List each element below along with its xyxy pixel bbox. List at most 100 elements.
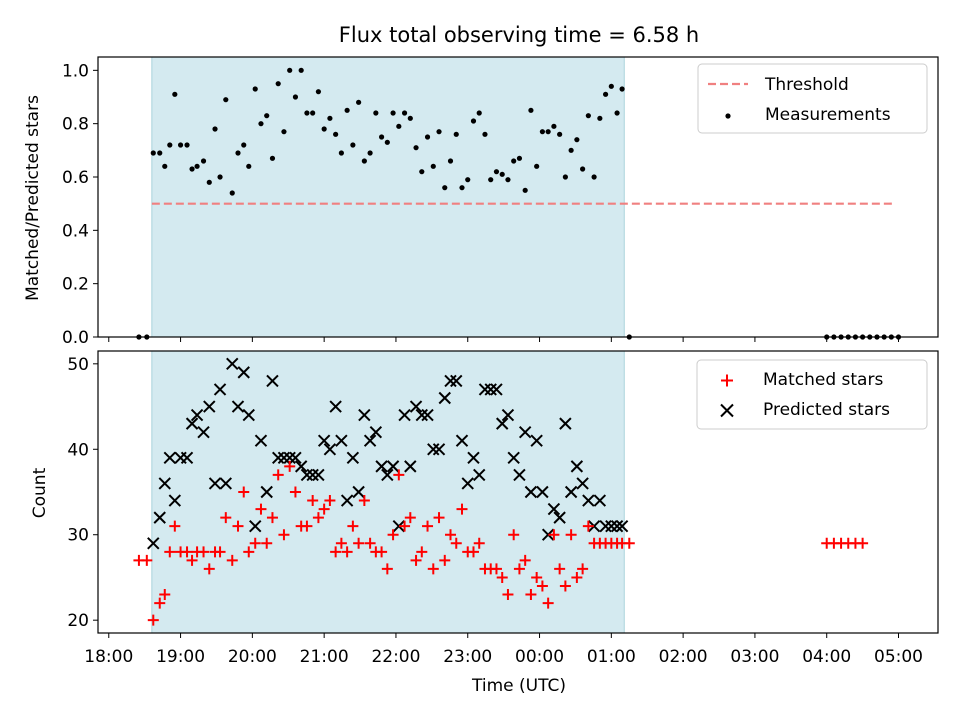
measurement-point [448, 158, 453, 163]
matched-star-point [141, 555, 152, 566]
measurement-point [276, 81, 281, 86]
measurement-point [356, 100, 361, 105]
measurement-point [212, 126, 217, 131]
measurement-point [471, 118, 476, 123]
measurement-point [281, 129, 286, 134]
x-axis-label: Time (UTC) [471, 676, 566, 696]
measurement-point [230, 190, 235, 195]
measurement-point [517, 156, 522, 161]
measurement-point [465, 177, 470, 182]
measurement-point [157, 150, 162, 155]
measurement-point [322, 126, 327, 131]
measurement-point [235, 150, 240, 155]
measurement-point [246, 164, 251, 169]
x-tick-label: 19:00 [156, 647, 205, 667]
measurement-point [505, 177, 510, 182]
measurement-point [425, 134, 430, 139]
chart-title: Flux total observing time = 6.58 h [339, 23, 699, 47]
measurement-point [167, 142, 172, 147]
measurement-point [264, 113, 269, 118]
measurement-point [207, 180, 212, 185]
measurement-point [551, 124, 556, 129]
measurement-point [201, 158, 206, 163]
measurement-point [270, 156, 275, 161]
measurement-point [304, 110, 309, 115]
measurement-point [241, 142, 246, 147]
y-tick-label: 0.0 [62, 328, 89, 348]
measurement-point [511, 158, 516, 163]
measurement-point [592, 174, 597, 179]
x-tick-label: 20:00 [228, 647, 277, 667]
measurement-point [557, 132, 562, 137]
measurement-point [362, 158, 367, 163]
measurement-point [172, 92, 177, 97]
y-tick-label: 0.4 [62, 221, 89, 241]
measurement-point [402, 110, 407, 115]
measurement-point [327, 116, 332, 121]
top-y-axis-label: Matched/Predicted stars [23, 95, 43, 301]
measurement-point [223, 97, 228, 102]
measurement-point [333, 132, 338, 137]
measurement-point [379, 134, 384, 139]
x-tick-label: 00:00 [515, 647, 564, 667]
measurement-point [339, 150, 344, 155]
bottom-legend: Matched stars Predicted stars [697, 360, 927, 429]
measurement-point [488, 177, 493, 182]
legend-matched-label: Matched stars [763, 370, 883, 390]
matched-star-point [624, 538, 635, 549]
measurement-point [310, 110, 315, 115]
observing-window-span [152, 57, 624, 337]
measurement-point [442, 185, 447, 190]
measurement-point [258, 121, 263, 126]
chart-figure: Flux total observing time = 6.58 h 0.0 0.… [0, 0, 960, 720]
measurement-point [494, 169, 499, 174]
x-tick-label: 23:00 [443, 647, 492, 667]
bottom-y-axis-label: Count [30, 467, 50, 518]
measurement-point [385, 140, 390, 145]
measurement-point [189, 166, 194, 171]
measurement-point [580, 166, 585, 171]
measurement-point [217, 174, 222, 179]
measurement-point [574, 137, 579, 142]
measurement-point [316, 89, 321, 94]
measurement-point [368, 150, 373, 155]
x-tick-label: 18:00 [84, 647, 133, 667]
measurement-point [413, 145, 418, 150]
measurement-point [540, 129, 545, 134]
legend-threshold-label: Threshold [764, 75, 849, 95]
measurement-point [253, 86, 258, 91]
x-tick-label: 03:00 [730, 647, 779, 667]
x-tick-label: 04:00 [802, 647, 851, 667]
measurement-point [534, 164, 539, 169]
legend-measurements-label: Measurements [765, 105, 891, 125]
measurement-point [345, 108, 350, 113]
measurement-point [482, 132, 487, 137]
measurement-point [523, 188, 528, 193]
y-tick-label: 0.8 [62, 115, 89, 135]
measurement-point [620, 86, 625, 91]
measurement-point [500, 172, 505, 177]
y-tick-label: 20 [67, 611, 89, 631]
measurement-point [299, 68, 304, 73]
measurement-point [454, 132, 459, 137]
measurement-point [586, 113, 591, 118]
measurement-point [178, 142, 183, 147]
measurement-point [609, 84, 614, 89]
measurement-point [419, 169, 424, 174]
measurement-point [396, 124, 401, 129]
measurement-point [528, 108, 533, 113]
y-tick-label: 30 [67, 526, 89, 546]
measurement-point [293, 94, 298, 99]
measurement-point [408, 116, 413, 121]
matched-star-point [857, 538, 868, 549]
measurement-point [350, 142, 355, 147]
measurement-point [373, 110, 378, 115]
measurement-point [546, 129, 551, 134]
legend-measurements-swatch [725, 113, 730, 118]
y-tick-label: 40 [67, 440, 89, 460]
measurement-point [194, 164, 199, 169]
measurement-point [390, 110, 395, 115]
y-tick-label: 0.2 [62, 275, 89, 295]
y-tick-label: 50 [67, 355, 89, 375]
y-tick-label: 1.0 [62, 61, 89, 81]
